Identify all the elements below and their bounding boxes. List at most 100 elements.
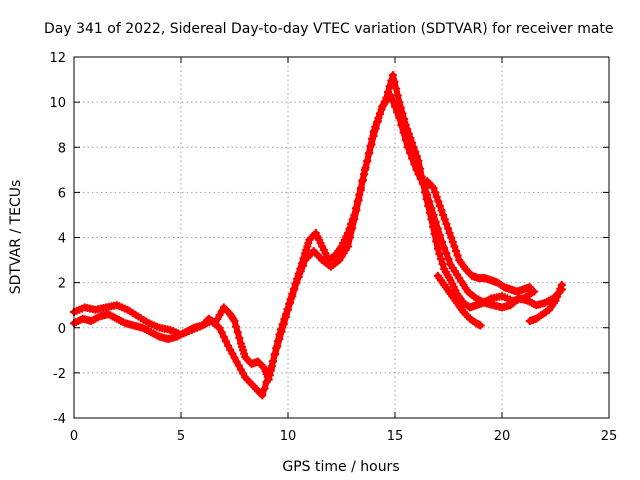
data-point-marker xyxy=(367,140,376,149)
data-point-marker xyxy=(448,238,457,246)
data-point-marker xyxy=(440,243,449,252)
y-tick-label: 10 xyxy=(49,96,66,111)
data-point-marker xyxy=(433,244,442,253)
data-point-marker xyxy=(365,148,374,157)
data-point-marker xyxy=(356,186,365,195)
data-point-marker xyxy=(221,337,230,346)
data-point-marker xyxy=(235,333,244,342)
data-point-marker xyxy=(452,247,460,255)
x-axis-label: GPS time / hours xyxy=(282,459,399,475)
data-point-marker xyxy=(286,298,295,307)
data-point-marker xyxy=(392,84,401,93)
data-point-marker xyxy=(421,183,429,192)
data-point-marker xyxy=(557,280,566,289)
data-point-marker xyxy=(292,278,301,287)
data-point-marker xyxy=(385,82,394,91)
series-track-d xyxy=(433,271,485,330)
y-tick-label: 2 xyxy=(58,277,66,292)
data-point-marker xyxy=(266,364,275,373)
data-point-marker xyxy=(294,273,303,281)
data-point-marker xyxy=(350,215,359,224)
data-point-marker xyxy=(397,121,406,130)
series-track-a xyxy=(70,71,539,384)
data-point-marker xyxy=(363,157,372,166)
data-point-marker xyxy=(438,238,447,246)
data-point-marker xyxy=(288,292,297,301)
data-point-marker xyxy=(271,349,280,358)
y-tick-label: 6 xyxy=(58,186,66,201)
data-point-marker xyxy=(275,335,284,343)
data-point-marker xyxy=(393,91,402,100)
data-point-marker xyxy=(215,323,224,332)
data-point-marker xyxy=(343,242,352,251)
data-point-marker xyxy=(556,284,565,293)
data-point-marker xyxy=(438,260,447,268)
data-point-marker xyxy=(346,233,355,242)
x-tick-label: 25 xyxy=(601,429,618,444)
data-point-marker xyxy=(434,197,443,206)
data-point-marker xyxy=(414,170,423,179)
data-point-marker xyxy=(376,110,384,118)
x-tick-label: 0 xyxy=(70,429,78,444)
data-point-marker xyxy=(553,292,562,301)
data-point-marker xyxy=(445,229,454,237)
data-point-marker xyxy=(412,165,421,174)
chart-title: Day 341 of 2022, Sidereal Day-to-day VTE… xyxy=(44,21,614,37)
data-point-marker xyxy=(390,77,399,86)
data-point-marker xyxy=(435,231,444,240)
data-point-marker xyxy=(530,287,539,296)
data-point-marker xyxy=(233,328,242,337)
y-tick-label: -2 xyxy=(53,367,66,382)
data-point-marker xyxy=(403,143,412,152)
data-point-marker xyxy=(369,132,378,140)
x-tick-label: 10 xyxy=(280,429,297,444)
data-point-marker xyxy=(433,224,442,233)
data-point-marker xyxy=(393,108,402,117)
data-point-marker xyxy=(444,254,453,263)
data-point-marker xyxy=(296,267,305,276)
data-point-marker xyxy=(262,377,271,386)
data-point-marker xyxy=(299,261,307,270)
data-point-marker xyxy=(395,98,404,107)
data-series-layer xyxy=(70,71,566,400)
data-point-marker xyxy=(476,321,485,330)
data-point-marker xyxy=(410,160,419,169)
data-point-marker xyxy=(290,285,299,294)
data-point-marker xyxy=(388,97,397,105)
data-point-marker xyxy=(373,117,382,126)
series-line xyxy=(71,72,538,383)
data-point-marker xyxy=(442,220,451,228)
data-point-marker xyxy=(406,148,414,157)
data-point-marker xyxy=(423,190,432,199)
data-point-marker xyxy=(427,204,436,213)
data-point-marker xyxy=(447,233,456,242)
data-point-marker xyxy=(391,102,399,111)
data-point-marker xyxy=(429,210,438,219)
data-point-marker xyxy=(435,201,444,210)
data-point-marker xyxy=(284,305,292,314)
data-point-marker xyxy=(450,242,459,251)
data-point-marker xyxy=(388,71,397,80)
data-point-marker xyxy=(358,176,367,184)
data-point-marker xyxy=(554,288,563,297)
y-tick-label: -4 xyxy=(53,412,66,427)
data-point-marker xyxy=(395,113,404,122)
y-tick-label: 0 xyxy=(58,322,66,337)
data-point-marker xyxy=(399,128,408,137)
data-point-marker xyxy=(219,332,228,341)
x-tick-label: 5 xyxy=(177,429,185,444)
data-point-marker xyxy=(264,371,273,380)
data-point-marker xyxy=(435,249,444,258)
axis-ticks: 0 5 10 15 20 25 -4 -2 0 2 4 6 8 10 12 xyxy=(49,51,617,444)
data-point-marker xyxy=(525,283,534,292)
data-point-marker xyxy=(408,154,417,163)
data-point-marker xyxy=(279,320,288,329)
data-point-marker xyxy=(260,384,269,393)
data-point-marker xyxy=(269,357,277,365)
data-point-marker xyxy=(425,197,434,206)
data-point-marker xyxy=(453,251,462,260)
data-point-marker xyxy=(437,206,446,215)
data-point-marker xyxy=(230,317,239,325)
data-point-marker xyxy=(361,165,369,174)
